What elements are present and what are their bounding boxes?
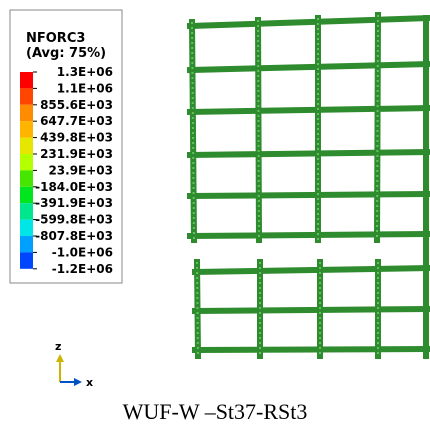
- legend-label: -391.9E+03: [35, 196, 113, 210]
- legend-band: [20, 187, 33, 203]
- mesh: [190, 15, 430, 356]
- axis-triad: z x: [55, 340, 93, 389]
- legend-label: 231.9E+03: [40, 147, 113, 161]
- legend-band: [20, 121, 33, 137]
- legend-title: NFORC3: [26, 31, 85, 46]
- legend-label: 1.1E+06: [57, 81, 113, 95]
- legend-band: [20, 220, 33, 236]
- triad-z: z: [55, 340, 61, 353]
- legend-band: [20, 236, 33, 252]
- legend-band: [20, 203, 33, 219]
- legend-label: 647.7E+03: [40, 114, 113, 128]
- legend-band: [20, 105, 33, 121]
- legend-subtitle: (Avg: 75%): [26, 46, 106, 61]
- legend-band: [20, 138, 33, 154]
- legend-band: [20, 252, 33, 268]
- legend-label: -807.8E+03: [35, 229, 113, 243]
- legend-label: -1.2E+06: [52, 262, 113, 276]
- legend-band: [20, 88, 33, 104]
- caption: WUF-W –St37-RSt3: [123, 399, 308, 424]
- legend-label: 439.8E+03: [40, 131, 113, 145]
- legend-label: -1.0E+06: [52, 245, 113, 259]
- legend-label: 23.9E+03: [48, 163, 113, 177]
- legend-band: [20, 72, 33, 88]
- legend-label: 855.6E+03: [40, 98, 113, 112]
- legend-band: [20, 154, 33, 170]
- triad-x: x: [86, 376, 93, 389]
- screenshot: NFORC3 (Avg: 75%) 1.3E+06 1.1E+06 855.6E+0…: [0, 0, 430, 435]
- legend-band: [20, 170, 33, 186]
- legend-label: 1.3E+06: [57, 65, 113, 79]
- legend-label: -599.8E+03: [35, 213, 113, 227]
- legend-label: -184.0E+03: [35, 180, 113, 194]
